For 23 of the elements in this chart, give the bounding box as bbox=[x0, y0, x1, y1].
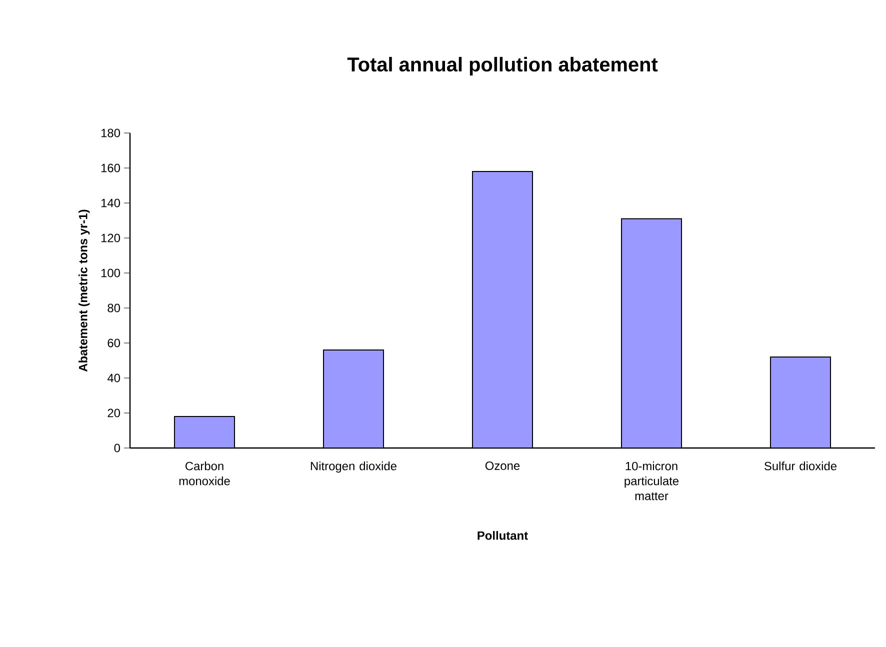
chart-title: Total annual pollution abatement bbox=[347, 56, 658, 76]
y-tick-label: 160 bbox=[101, 164, 120, 172]
y-tick-label: 100 bbox=[101, 268, 120, 278]
x-tick-label: Ozone bbox=[485, 462, 520, 470]
y-tick-label: 60 bbox=[108, 338, 120, 348]
x-tick-label: 10-micron particulate matter bbox=[624, 462, 679, 500]
bar bbox=[323, 349, 384, 448]
y-axis-title: Abatement (metric tons yr-1) bbox=[78, 210, 90, 372]
x-tick-label: Carbon monoxide bbox=[179, 462, 230, 486]
bar bbox=[174, 416, 235, 448]
y-tick-label: 20 bbox=[108, 408, 120, 418]
y-tick-label: 40 bbox=[107, 374, 120, 382]
x-axis-title: Pollutant bbox=[478, 531, 528, 540]
bar bbox=[621, 218, 682, 448]
x-tick-label: Sulfur dioxide bbox=[764, 462, 836, 470]
bar bbox=[770, 356, 832, 448]
x-tick-label: Nitrogen dioxide bbox=[310, 462, 396, 473]
y-tick-label: 180 bbox=[101, 128, 120, 138]
y-tick-label: 140 bbox=[101, 198, 120, 208]
bar bbox=[472, 170, 534, 448]
y-tick-label: 0 bbox=[114, 444, 120, 452]
y-tick-label: 120 bbox=[101, 234, 120, 242]
y-tick-label: 80 bbox=[108, 304, 120, 312]
